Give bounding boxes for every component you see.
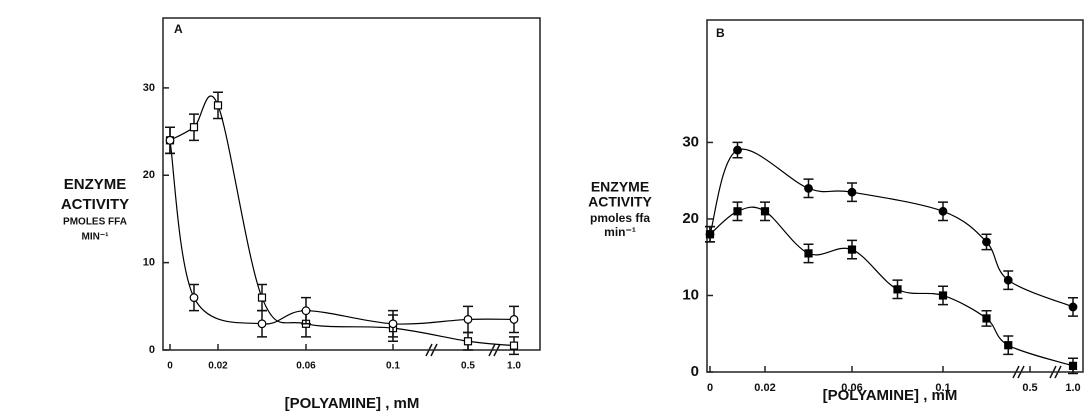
y-tick-label: 20 (143, 169, 155, 181)
data-point (1068, 302, 1078, 312)
y-axis-label: ENZYME (591, 179, 649, 195)
x-tick-label: 0.02 (754, 382, 775, 394)
x-tick-label: 0.1 (935, 382, 950, 394)
data-point (847, 187, 857, 197)
y-axis-label: ACTIVITY (588, 194, 652, 210)
data-point (257, 293, 267, 302)
y-tick-label: 30 (143, 82, 155, 94)
x-tick-label: 0.5 (461, 361, 475, 372)
x-tick-label: 1.0 (507, 361, 521, 372)
data-point (257, 319, 267, 329)
curve (169, 95, 515, 347)
y-tick-label: 0 (691, 363, 699, 380)
data-point (388, 319, 398, 329)
curve (169, 140, 515, 325)
data-point (463, 315, 473, 324)
y-axis-label: ENZYME (64, 176, 127, 193)
y-tick-label: 10 (143, 257, 155, 269)
data-point (189, 293, 199, 302)
data-point (982, 314, 991, 323)
x-tick-label: 0.5 (1022, 382, 1037, 394)
data-point (213, 101, 223, 110)
data-point (165, 135, 175, 145)
data-point (463, 337, 473, 346)
data-point (893, 285, 902, 294)
data-point (1004, 341, 1013, 350)
panel-label: A (174, 22, 183, 36)
curve (709, 206, 1074, 367)
data-point (1068, 361, 1078, 370)
x-tick-label: 1.0 (1065, 382, 1080, 394)
y-tick-label: 0 (149, 344, 155, 356)
curve (709, 148, 1074, 308)
y-tick-label: 30 (682, 133, 699, 150)
data-point (804, 183, 813, 193)
breaks (425, 343, 1062, 379)
y-axis-label: ACTIVITY (61, 196, 129, 213)
y-tick-label: 10 (682, 286, 699, 303)
data-point (760, 207, 770, 216)
y-axis-label: min⁻¹ (604, 225, 636, 239)
data-point (1003, 275, 1013, 285)
x-tick-label: 0 (167, 361, 173, 372)
panel-label: B (716, 26, 725, 40)
plot-frame (162, 17, 541, 351)
x-tick-label: 0 (707, 382, 713, 394)
data-point (733, 207, 742, 216)
data-point (982, 237, 991, 247)
data-point (301, 306, 311, 316)
x-tick-label: 0.02 (208, 361, 228, 372)
data-point (509, 315, 519, 324)
data-point (938, 291, 948, 300)
data-point (189, 123, 199, 132)
y-axis-label: PMOLES FFA (63, 217, 127, 228)
x-tick-label: 0.06 (296, 361, 316, 372)
x-tick-label: 0.06 (841, 382, 862, 394)
x-axis-label: [POLYAMINE] , mM (823, 387, 958, 404)
x-axis-label: [POLYAMINE] , mM (285, 395, 420, 412)
data-point (938, 206, 948, 216)
data-point (847, 245, 857, 254)
data-point (733, 145, 742, 155)
y-axis-label: MIN⁻¹ (82, 232, 110, 243)
data-point (804, 249, 813, 258)
y-tick-label: 20 (682, 210, 699, 227)
data-point (509, 341, 519, 350)
x-tick-label: 0.1 (386, 361, 400, 372)
y-axis-label: pmoles ffa (590, 211, 650, 225)
data-point (705, 230, 715, 239)
plot-frame (706, 19, 1084, 373)
